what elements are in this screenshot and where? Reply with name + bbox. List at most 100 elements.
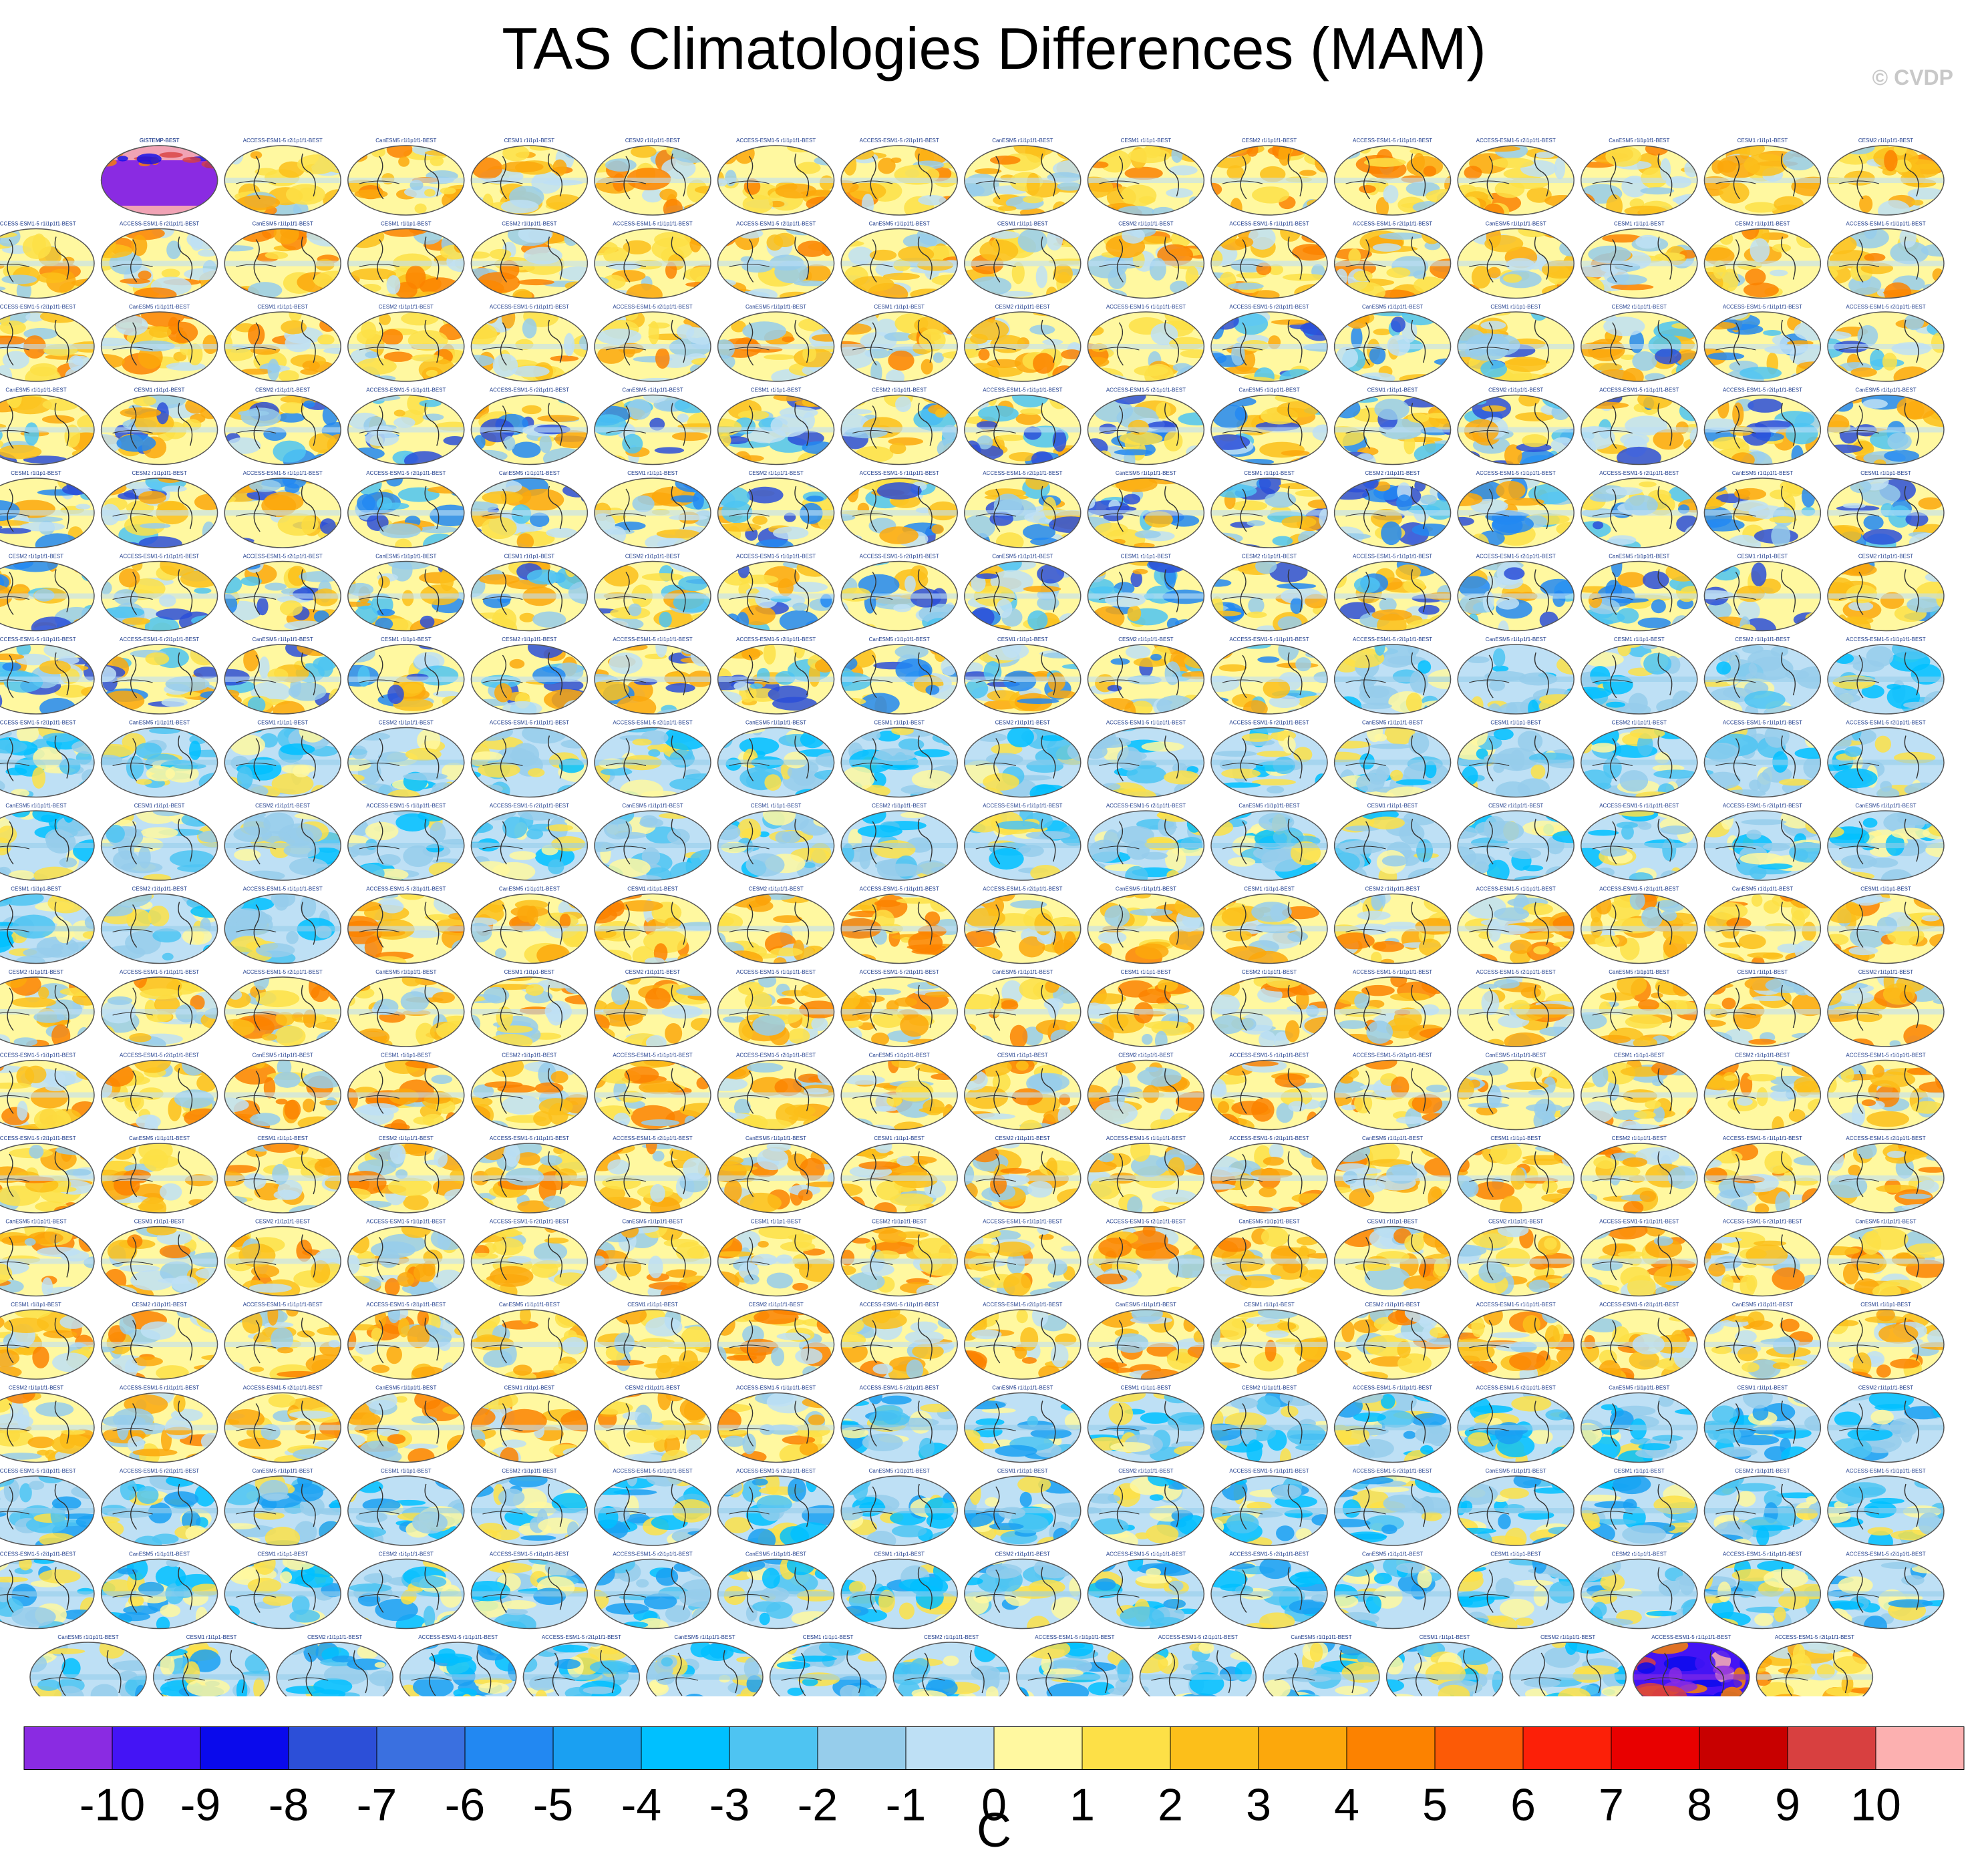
- anomaly-patch: [482, 491, 523, 504]
- anomaly-patch: [1928, 729, 1941, 738]
- anomaly-patch: [31, 767, 46, 789]
- anomaly-patch: [405, 747, 442, 761]
- anomaly-patch: [841, 409, 872, 415]
- anomaly-patch: [560, 739, 588, 749]
- map-panel: CESM2 r1i1p1f1-BEST: [1210, 138, 1328, 216]
- anomaly-patch: [1745, 268, 1766, 286]
- anomaly-patch: [814, 769, 834, 781]
- map-panel: ACCESS-ESM1-5 r2i1p1f1-BEST: [1581, 470, 1698, 548]
- panel-caption: CESM2 r1i1p1f1-BEST: [748, 470, 803, 476]
- panel-caption: CESM2 r1i1p1f1-BEST: [502, 636, 556, 642]
- anomaly-patch: [1231, 500, 1268, 512]
- coastline: [1411, 153, 1426, 197]
- anomaly-patch: [1423, 166, 1437, 177]
- panel-caption: CanESM5 r1i1p1f1-BEST: [1609, 138, 1669, 144]
- coastline: [729, 430, 770, 433]
- anomaly-patch: [25, 313, 45, 322]
- anomaly-patch: [1828, 371, 1854, 381]
- coastline: [1781, 236, 1796, 280]
- equatorial-band: [1088, 510, 1204, 516]
- coastline: [1592, 430, 1633, 433]
- anomaly-patch: [36, 272, 67, 283]
- anomaly-patch: [1247, 611, 1267, 618]
- anomaly-patch: [1680, 228, 1697, 238]
- anomaly-patch: [1458, 283, 1481, 299]
- map-panel: ACCESS-ESM1-5 r1i1p1f1-BEST: [1210, 636, 1328, 715]
- coastline: [1733, 322, 1740, 366]
- map-panel: ACCESS-ESM1-5 r2i1p1f1-BEST: [224, 554, 341, 632]
- anomaly-patch: [101, 622, 126, 631]
- anomaly-patch: [1211, 395, 1236, 401]
- map-panel: ACCESS-ESM1-5 r2i1p1f1-BEST: [347, 470, 465, 548]
- coastline: [0, 430, 30, 433]
- anomaly-patch: [1581, 232, 1606, 238]
- anomaly-patch: [893, 604, 912, 612]
- anomaly-patch: [625, 283, 663, 299]
- anomaly-patch: [846, 792, 864, 797]
- map-panel: CanESM5 r1i1p1f1-BEST: [1703, 470, 1822, 548]
- equatorial-band: [1334, 178, 1451, 183]
- anomaly-patch: [1334, 315, 1349, 323]
- anomaly-patch: [101, 904, 133, 917]
- anomaly-patch: [693, 491, 704, 510]
- anomaly-patch: [450, 487, 464, 497]
- map-panel: CESM2 r1i1p1f1-BEST: [1210, 554, 1328, 632]
- anomaly-patch: [1643, 653, 1672, 675]
- anomaly-patch: [1156, 401, 1171, 419]
- equatorial-band: [595, 260, 711, 266]
- equatorial-band: [101, 260, 218, 266]
- map-border: [470, 145, 589, 216]
- anomaly-patch: [1709, 811, 1737, 820]
- map-panel: ACCESS-ESM1-5 r1i1p1f1-BEST: [1827, 636, 1945, 715]
- anomaly-patch: [1794, 626, 1807, 631]
- anomaly-patch: [1681, 228, 1697, 242]
- equatorial-band: [471, 344, 588, 349]
- coastline: [548, 236, 563, 280]
- anomaly-patch: [1536, 372, 1572, 381]
- equatorial-band: [717, 510, 834, 516]
- map-panel: ACCESS-ESM1-5 r1i1p1f1-BEST: [594, 636, 711, 715]
- anomaly-patch: [141, 312, 185, 327]
- coastline: [377, 239, 384, 283]
- panel-caption: ACCESS-ESM1-5 r1i1p1f1-BEST: [1106, 720, 1186, 726]
- anomaly-patch: [797, 240, 827, 257]
- panel-caption: ACCESS-ESM1-5 r1i1p1f1-BEST: [1846, 221, 1925, 227]
- coastline: [1610, 405, 1617, 449]
- anomaly-patch: [1295, 657, 1311, 672]
- panel-caption: ACCESS-ESM1-5 r1i1p1f1-BEST: [490, 720, 569, 726]
- anomaly-patch: [597, 346, 625, 364]
- panel-caption: ACCESS-ESM1-5 r2i1p1f1-BEST: [1229, 304, 1309, 310]
- anomaly-patch: [200, 229, 218, 239]
- anomaly-patch: [1290, 597, 1303, 614]
- equatorial-band: [0, 593, 94, 599]
- anomaly-patch: [1188, 312, 1200, 318]
- anomaly-patch: [1629, 872, 1653, 880]
- coastline: [1838, 180, 1880, 184]
- anomaly-patch: [348, 644, 370, 656]
- anomaly-patch: [1588, 245, 1631, 263]
- coastline: [1345, 347, 1386, 351]
- map-panel: ACCESS-ESM1-5 r2i1p1f1-BEST: [1333, 636, 1452, 715]
- anomaly-patch: [240, 407, 281, 427]
- anomaly-patch: [1471, 265, 1491, 289]
- anomaly-patch: [965, 285, 978, 292]
- anomaly-patch: [1675, 194, 1697, 208]
- anomaly-patch: [321, 207, 341, 215]
- panel-caption: ACCESS-ESM1-5 r2i1p1f1-BEST: [366, 470, 446, 476]
- coastline: [1164, 403, 1180, 446]
- anomaly-patch: [869, 249, 897, 261]
- anomaly-patch: [101, 953, 122, 964]
- equatorial-band: [1581, 344, 1697, 349]
- coastline: [1411, 236, 1426, 280]
- coastline: [1099, 264, 1140, 267]
- anomaly-patch: [1922, 148, 1944, 157]
- anomaly-patch: [1522, 865, 1544, 872]
- anomaly-patch: [523, 246, 562, 264]
- anomaly-patch: [1914, 478, 1932, 483]
- coastline: [1363, 488, 1371, 532]
- anomaly-patch: [1884, 150, 1898, 172]
- anomaly-patch: [1842, 561, 1871, 576]
- coastline: [377, 156, 384, 200]
- anomaly-patch: [501, 312, 516, 329]
- anomaly-patch: [975, 168, 1002, 174]
